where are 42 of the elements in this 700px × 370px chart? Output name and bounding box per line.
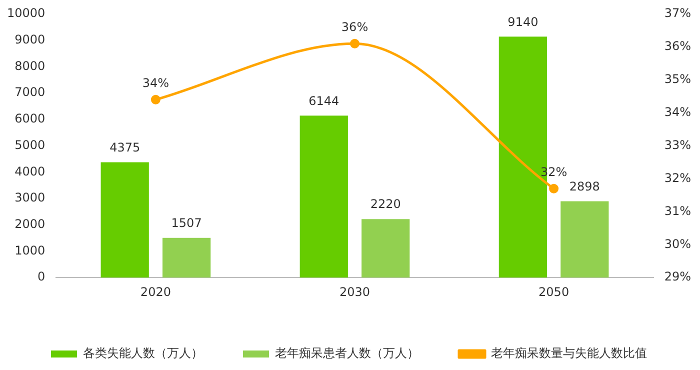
bar [162,238,211,278]
y2-tick-label: 35% [664,72,691,86]
data-label: 9140 [508,14,538,29]
y2-tick-label: 29% [664,270,691,284]
bar [362,219,410,278]
y-tick-label: 0 [38,270,46,284]
y2-tick-label: 31% [664,204,691,218]
data-label: 1507 [171,216,202,230]
data-label: 36% [341,20,368,34]
point [150,94,160,104]
y2-tick-label: 32% [664,170,691,185]
y-tick-label: 3000 [14,190,46,205]
y2-tick-label: 30% [664,236,691,251]
y2-tick-label: 37% [664,6,691,20]
y2-tick-label: 36% [664,39,691,54]
y-tick-label: 5000 [14,138,46,152]
y-tick-label: 8000 [14,58,46,73]
y2-tick-label: 33% [664,138,691,152]
data-label: 34% [142,76,170,90]
point [350,38,360,48]
y-tick-label: 9000 [14,32,46,46]
y-tick-label: 4000 [14,164,46,178]
y-tick-label: 6000 [14,112,46,126]
legend-label: 老年痴呆患者人数（万人） [275,346,419,360]
data-label: 2898 [569,179,600,194]
bar [560,201,609,278]
x-tick-label: 2050 [538,284,570,299]
y-tick-label: 1000 [14,243,46,258]
x-tick-label: 2030 [339,284,370,299]
x-tick-label: 2020 [140,284,171,299]
point [549,184,559,194]
data-label: 4375 [110,140,140,154]
legend-label: 各类失能人数（万人） [83,346,203,360]
y-tick-label: 7000 [14,85,46,100]
y2-tick-label: 34% [664,104,691,119]
bar [100,162,149,278]
data-label: 2220 [370,197,401,212]
y-tick-label: 10000 [6,6,46,20]
y-tick-label: 2000 [14,217,46,232]
legend-label: 老年痴呆数量与失能人数比值 [491,346,647,360]
data-label: 6144 [308,94,340,108]
bar [300,116,348,278]
